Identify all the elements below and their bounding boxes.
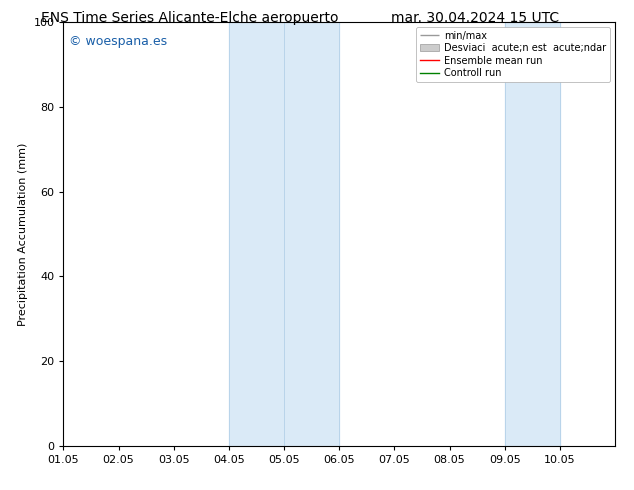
Text: ENS Time Series Alicante-Elche aeropuerto: ENS Time Series Alicante-Elche aeropuert…: [41, 11, 339, 25]
Legend: min/max, Desviaci  acute;n est  acute;ndar, Ensemble mean run, Controll run: min/max, Desviaci acute;n est acute;ndar…: [416, 27, 610, 82]
Text: © woespana.es: © woespana.es: [69, 35, 167, 48]
Y-axis label: Precipitation Accumulation (mm): Precipitation Accumulation (mm): [18, 142, 28, 326]
Bar: [229, 22, 339, 446]
Bar: [505, 22, 560, 446]
Text: mar. 30.04.2024 15 UTC: mar. 30.04.2024 15 UTC: [391, 11, 560, 25]
